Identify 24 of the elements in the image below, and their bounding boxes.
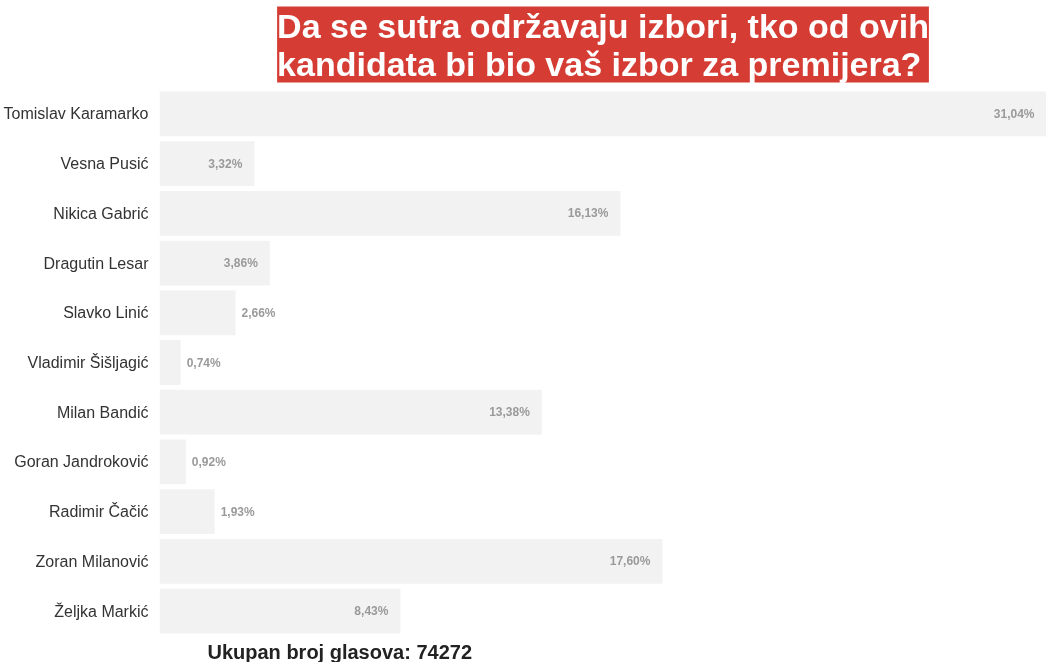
- chart-title: Da se sutra održavaju izbori, tko od ovih kandidata bi bio vaš izbor za premijera?: [277, 6, 929, 83]
- y-tick-label: Milan Bandić: [56, 403, 149, 421]
- y-tick-label: Željka Markić: [54, 601, 149, 620]
- data-label: 2,66%: [241, 305, 276, 320]
- data-label: 8,43%: [354, 604, 389, 619]
- y-tick-label: Nikica Gabrić: [53, 204, 149, 222]
- data-label: 13,38%: [489, 405, 531, 420]
- y-tick-label: Vesna Pusić: [60, 155, 149, 173]
- text: Ukupan broj glasova: 74272: [207, 640, 473, 662]
- y-tick-label: Tomislav Karamarko: [3, 105, 149, 123]
- data-label: 3,32%: [208, 156, 243, 171]
- y-tick-label: Radimir Čačić: [48, 502, 149, 521]
- data-label: 0,92%: [191, 454, 227, 469]
- data-label: 1,93%: [220, 504, 256, 519]
- data-label: 3,86%: [223, 256, 259, 271]
- y-tick-label: Slavko Linić: [63, 304, 149, 322]
- data-label: 17,60%: [609, 554, 651, 569]
- y-tick-label: Zoran Milanović: [35, 552, 149, 570]
- data-label: 0,74%: [186, 355, 221, 370]
- y-tick-label: Dragutin Lesar: [43, 254, 150, 272]
- y-tick-label: Goran Jandroković: [14, 453, 149, 471]
- data-label: 31,04%: [993, 106, 1035, 121]
- y-tick-label: Vladimir Šišljagić: [27, 353, 149, 371]
- data-label: 16,13%: [567, 206, 609, 221]
